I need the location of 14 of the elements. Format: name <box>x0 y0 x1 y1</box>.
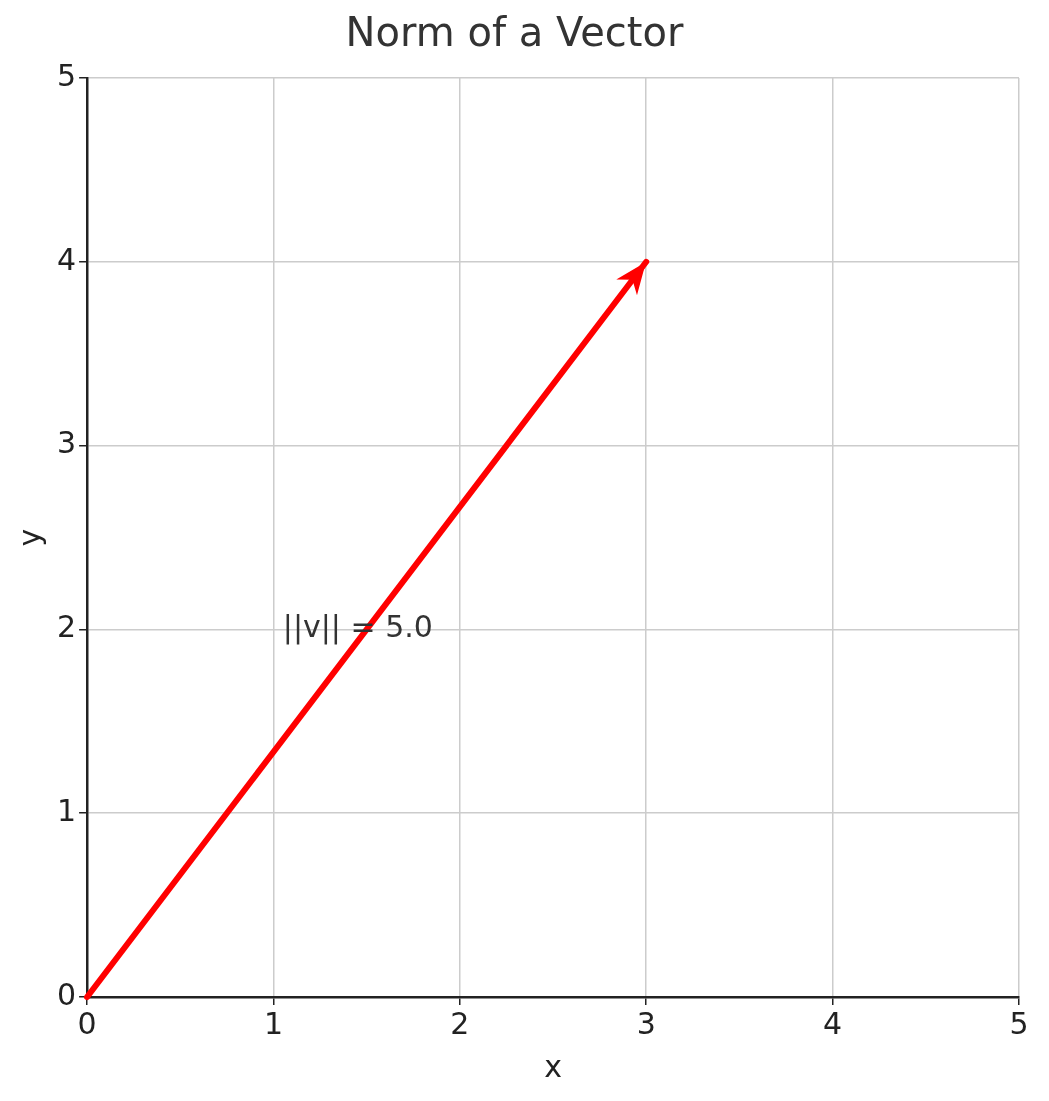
chart-title: Norm of a Vector <box>345 9 684 56</box>
y-axis-title: y <box>11 528 47 547</box>
y-tick-label: 5 <box>56 57 77 93</box>
x-tick-label: 2 <box>450 1005 470 1041</box>
x-tick-label: 5 <box>1009 1005 1029 1041</box>
x-tick-label: 1 <box>263 1005 284 1041</box>
x-axis-title: x <box>544 1048 562 1084</box>
y-tick-label: 2 <box>56 609 77 645</box>
y-tick-label: 3 <box>56 425 77 461</box>
y-tick-label: 1 <box>56 793 77 828</box>
y-tick-label: 0 <box>56 976 77 1012</box>
x-tick-label: 4 <box>823 1005 843 1041</box>
y-tick-label: 4 <box>56 241 77 277</box>
x-tick-label: 3 <box>636 1005 656 1041</box>
